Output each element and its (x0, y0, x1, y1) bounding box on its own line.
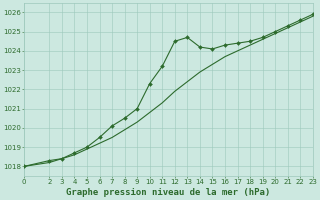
X-axis label: Graphe pression niveau de la mer (hPa): Graphe pression niveau de la mer (hPa) (66, 188, 271, 197)
